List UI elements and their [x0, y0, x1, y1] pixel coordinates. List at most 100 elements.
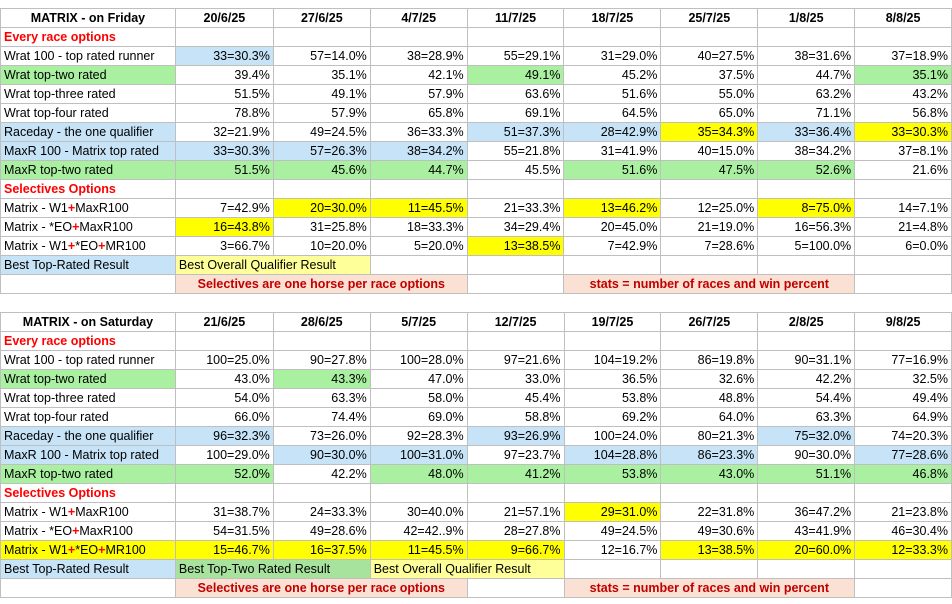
stat-cell[interactable]: 13=46.2% [563, 198, 662, 218]
date-header[interactable]: 4/7/25 [369, 8, 468, 28]
stat-cell[interactable]: 47.0% [369, 369, 468, 389]
cell[interactable] [757, 255, 856, 275]
date-header[interactable]: 2/8/25 [757, 312, 856, 332]
cell[interactable] [757, 483, 856, 503]
stat-cell[interactable]: 43.0% [174, 369, 274, 389]
stat-cell[interactable]: 42.2% [757, 369, 856, 389]
note-stats[interactable]: stats = number of races and win percent [563, 578, 856, 598]
cell[interactable] [272, 179, 371, 199]
stat-cell[interactable]: 40=27.5% [660, 46, 759, 66]
stat-cell[interactable]: 53.8% [563, 464, 662, 484]
stat-cell[interactable]: 45.5% [466, 160, 565, 180]
stat-cell[interactable]: 51.5% [174, 84, 274, 104]
stat-cell[interactable]: 100=25.0% [174, 350, 274, 370]
stat-cell[interactable]: 43=41.9% [757, 521, 856, 541]
stat-cell[interactable]: 55.0% [660, 84, 759, 104]
legend-best-overall[interactable]: Best Overall Qualifier Result [369, 559, 565, 579]
stat-cell[interactable]: 63.3% [757, 407, 856, 427]
date-header[interactable]: 8/8/25 [854, 8, 952, 28]
stat-cell[interactable]: 51.6% [563, 160, 662, 180]
cell[interactable] [660, 331, 759, 351]
stat-cell[interactable]: 52.0% [174, 464, 274, 484]
stat-cell[interactable]: 36=33.3% [369, 122, 468, 142]
stat-cell[interactable]: 42.2% [272, 464, 371, 484]
legend-best-overall[interactable]: Best Overall Qualifier Result [174, 255, 371, 275]
stat-cell[interactable]: 14=7.1% [854, 198, 952, 218]
cell[interactable] [466, 179, 565, 199]
date-header[interactable]: 1/8/25 [757, 8, 856, 28]
stat-cell[interactable]: 16=56.3% [757, 217, 856, 237]
stat-cell[interactable]: 90=30.0% [757, 445, 856, 465]
cell[interactable] [369, 255, 468, 275]
date-header[interactable]: 12/7/25 [466, 312, 565, 332]
stat-cell[interactable]: 65.0% [660, 103, 759, 123]
stat-cell[interactable]: 46.8% [854, 464, 952, 484]
cell[interactable] [854, 331, 952, 351]
cell[interactable] [369, 483, 468, 503]
stat-cell[interactable]: 21=19.0% [660, 217, 759, 237]
stat-cell[interactable]: 96=32.3% [174, 426, 274, 446]
date-header[interactable]: 5/7/25 [369, 312, 468, 332]
stat-cell[interactable]: 45.4% [466, 388, 565, 408]
cell[interactable] [369, 331, 468, 351]
stat-cell[interactable]: 54.0% [174, 388, 274, 408]
row-label[interactable]: Wrat top-four rated [0, 407, 176, 427]
cell[interactable] [660, 255, 759, 275]
stat-cell[interactable]: 100=31.0% [369, 445, 468, 465]
stat-cell[interactable]: 78.8% [174, 103, 274, 123]
friday-title[interactable]: MATRIX - on Friday [0, 8, 176, 28]
stat-cell[interactable]: 44.7% [369, 160, 468, 180]
row-label[interactable]: Raceday - the one qualifier [0, 426, 176, 446]
cell[interactable] [854, 27, 952, 47]
stat-cell[interactable]: 5=20.0% [369, 236, 468, 256]
stat-cell[interactable]: 51.1% [757, 464, 856, 484]
stat-cell[interactable]: 54.4% [757, 388, 856, 408]
stat-cell[interactable]: 49=30.6% [660, 521, 759, 541]
stat-cell[interactable]: 16=37.5% [272, 540, 371, 560]
stat-cell[interactable]: 31=29.0% [563, 46, 662, 66]
stat-cell[interactable]: 8=75.0% [757, 198, 856, 218]
stat-cell[interactable]: 3=66.7% [174, 236, 274, 256]
stat-cell[interactable]: 57.9% [272, 103, 371, 123]
stat-cell[interactable]: 10=20.0% [272, 236, 371, 256]
stat-cell[interactable]: 43.2% [854, 84, 952, 104]
cell[interactable] [854, 559, 952, 579]
stat-cell[interactable]: 38=34.2% [369, 141, 468, 161]
stat-cell[interactable]: 12=25.0% [660, 198, 759, 218]
stat-cell[interactable]: 43.3% [272, 369, 371, 389]
stat-cell[interactable]: 21=23.8% [854, 502, 952, 522]
stat-cell[interactable]: 51=37.3% [466, 122, 565, 142]
stat-cell[interactable]: 31=38.7% [174, 502, 274, 522]
stat-cell[interactable]: 90=27.8% [272, 350, 371, 370]
section-label[interactable]: Every race options [0, 331, 176, 351]
cell[interactable] [563, 255, 662, 275]
section-label[interactable]: Selectives Options [0, 179, 176, 199]
stat-cell[interactable]: 28=27.8% [466, 521, 565, 541]
stat-cell[interactable]: 41.2% [466, 464, 565, 484]
stat-cell[interactable]: 18=33.3% [369, 217, 468, 237]
stat-cell[interactable]: 58.8% [466, 407, 565, 427]
cell[interactable] [466, 578, 565, 598]
stat-cell[interactable]: 92=28.3% [369, 426, 468, 446]
stat-cell[interactable]: 7=42.9% [563, 236, 662, 256]
cell[interactable] [757, 27, 856, 47]
stat-cell[interactable]: 7=28.6% [660, 236, 759, 256]
stat-cell[interactable]: 55=29.1% [466, 46, 565, 66]
stat-cell[interactable]: 64.0% [660, 407, 759, 427]
cell[interactable] [854, 255, 952, 275]
stat-cell[interactable]: 100=29.0% [174, 445, 274, 465]
section-label[interactable]: Every race options [0, 27, 176, 47]
stat-cell[interactable]: 104=28.8% [563, 445, 662, 465]
cell[interactable] [174, 179, 274, 199]
date-header[interactable]: 28/6/25 [272, 312, 371, 332]
cell[interactable] [272, 331, 371, 351]
cell[interactable] [466, 274, 565, 294]
stat-cell[interactable]: 53.8% [563, 388, 662, 408]
stat-cell[interactable]: 48.0% [369, 464, 468, 484]
stat-cell[interactable]: 49.1% [272, 84, 371, 104]
stat-cell[interactable]: 39.4% [174, 65, 274, 85]
date-header[interactable]: 25/7/25 [660, 8, 759, 28]
row-label[interactable]: Raceday - the one qualifier [0, 122, 176, 142]
stat-cell[interactable]: 57.9% [369, 84, 468, 104]
stat-cell[interactable]: 37.5% [660, 65, 759, 85]
